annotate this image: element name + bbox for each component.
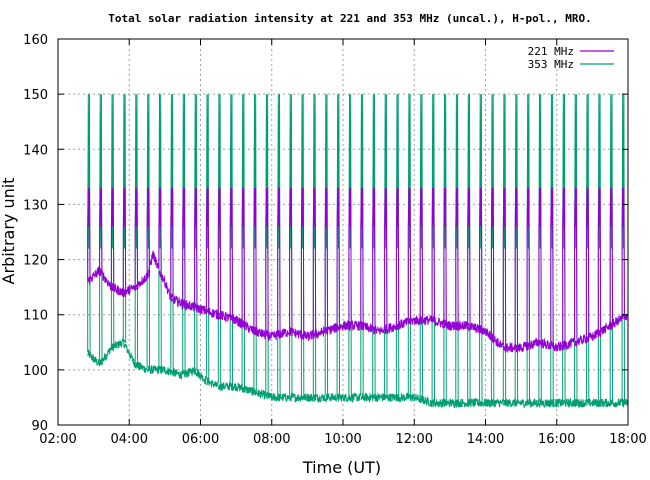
- axis-ticks: [57, 38, 629, 426]
- y-tick-label: 150: [23, 88, 48, 103]
- y-tick-label: 120: [23, 254, 48, 269]
- x-axis-label: Time (UT): [302, 458, 381, 477]
- legend-label: 221 MHz: [528, 45, 574, 58]
- x-tick-label: 04:00: [111, 432, 148, 447]
- y-tick-label: 90: [31, 419, 48, 434]
- series-line-221-mhz: [87, 187, 629, 354]
- y-axis-label: Arbitrary unit: [0, 178, 18, 285]
- y-tick-label: 160: [23, 33, 48, 48]
- series-layer: [87, 94, 629, 409]
- x-tick-label: 12:00: [396, 432, 433, 447]
- y-tick-label: 130: [23, 198, 48, 213]
- x-tick-label: 08:00: [253, 432, 290, 447]
- series-line-353-mhz: [87, 94, 629, 409]
- x-tick-label: 14:00: [467, 432, 504, 447]
- grid-lines: [58, 39, 628, 425]
- x-tick-label: 10:00: [324, 432, 361, 447]
- y-tick-label: 110: [23, 309, 48, 324]
- y-tick-label: 140: [23, 143, 48, 158]
- x-tick-label: 16:00: [538, 432, 575, 447]
- tick-labels: 90 100 110 120 130 140 150 160 02:00 04:00 06:00 08…: [23, 33, 647, 447]
- chart-title: Total solar radiation intensity at 221 a…: [108, 12, 591, 25]
- x-tick-label: 02:00: [39, 432, 76, 447]
- x-tick-label: 06:00: [182, 432, 219, 447]
- legend-label: 353 MHz: [528, 58, 574, 71]
- x-tick-label: 18:00: [609, 432, 646, 447]
- y-tick-label: 100: [23, 364, 48, 379]
